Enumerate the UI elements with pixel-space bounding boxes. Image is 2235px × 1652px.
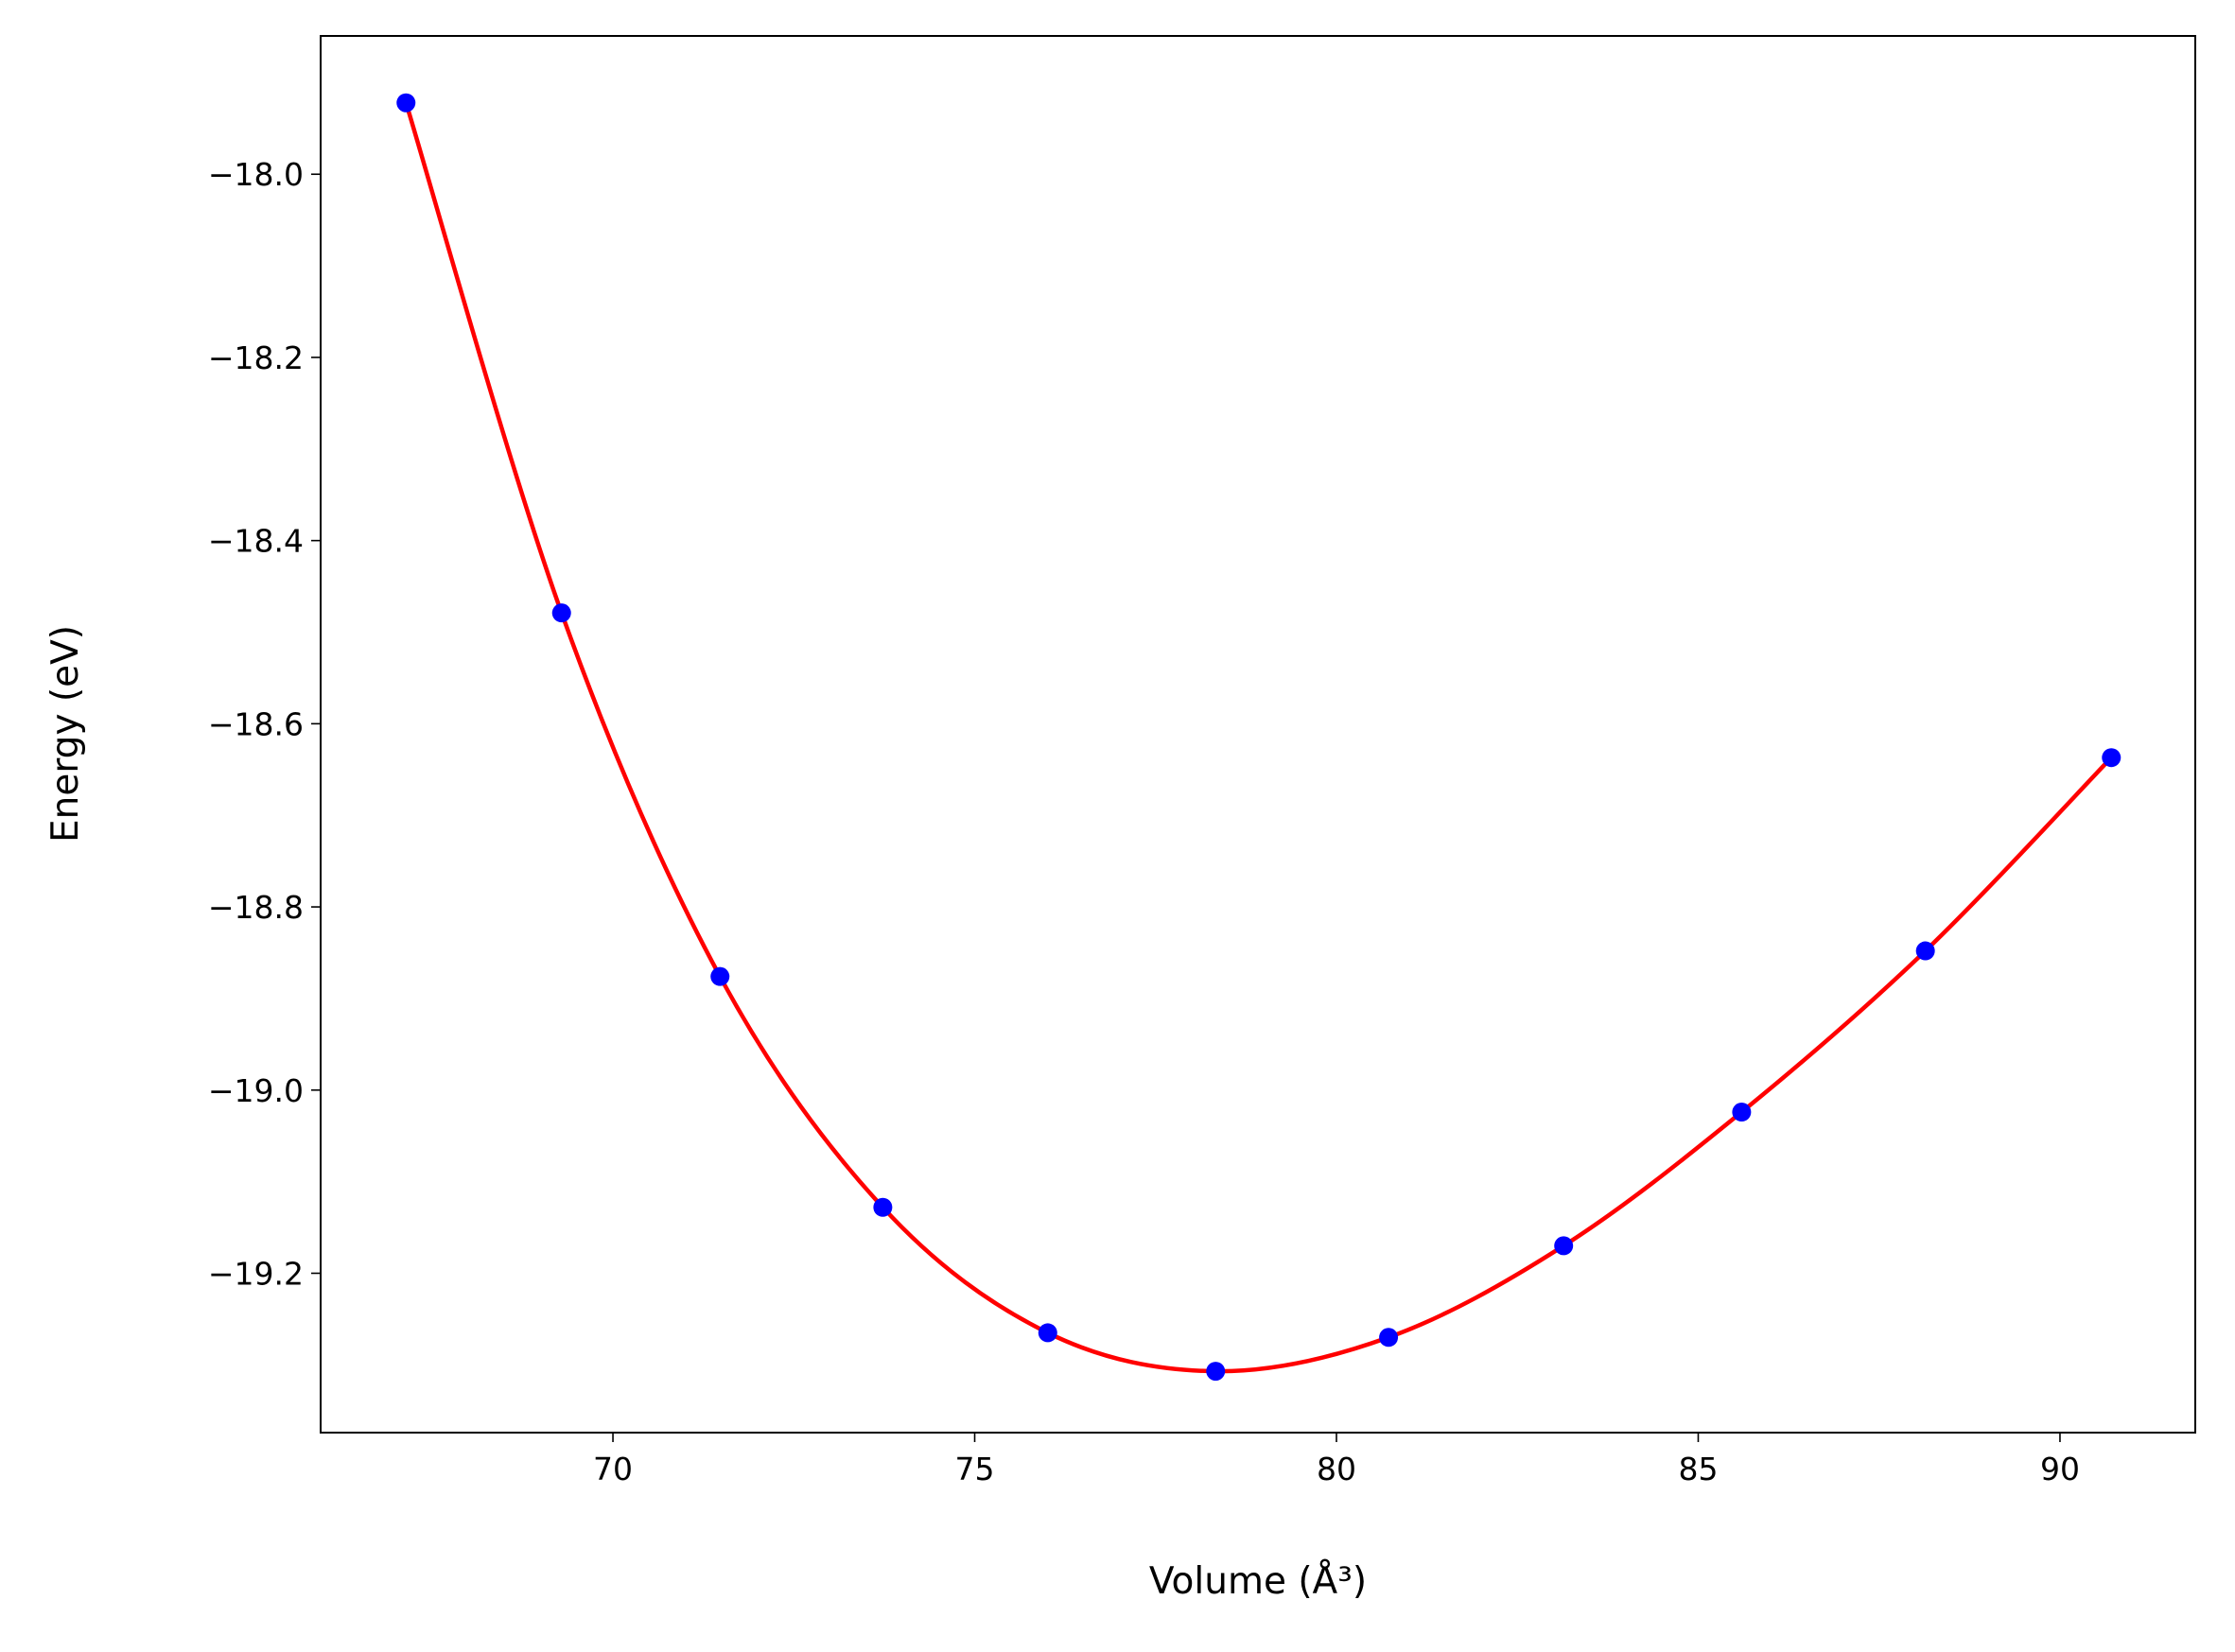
x-tick-label: 80 (1317, 1451, 1356, 1487)
data-point (396, 93, 416, 113)
x-tick-label: 70 (593, 1451, 633, 1487)
x-axis-label: Volume (Å³) (1149, 1558, 1367, 1603)
plot-frame (320, 35, 2196, 1434)
y-tick-label: −18.8 (208, 889, 304, 926)
y-tick-label: −18.0 (208, 156, 304, 193)
data-point (1915, 941, 1935, 961)
x-tick-label: 75 (955, 1451, 995, 1487)
data-point (1554, 1236, 1574, 1256)
y-tick-label: −18.4 (208, 523, 304, 560)
y-tick-label: −18.6 (208, 705, 304, 742)
data-point (710, 966, 730, 986)
data-point (1206, 1362, 1226, 1382)
x-tick-label: 85 (1678, 1451, 1718, 1487)
data-point (551, 603, 571, 623)
y-axis-label: Energy (eV) (44, 625, 87, 843)
data-point (1038, 1323, 1057, 1343)
data-point (2102, 748, 2122, 768)
y-tick-label: −18.2 (208, 339, 304, 376)
y-tick-label: −19.0 (208, 1072, 304, 1109)
x-tick-label: 90 (2040, 1451, 2080, 1487)
data-point (1732, 1103, 1752, 1122)
data-point (1379, 1328, 1399, 1348)
fit-curve (404, 102, 2113, 1374)
y-tick-label: −19.2 (208, 1255, 304, 1292)
data-point (873, 1197, 893, 1217)
